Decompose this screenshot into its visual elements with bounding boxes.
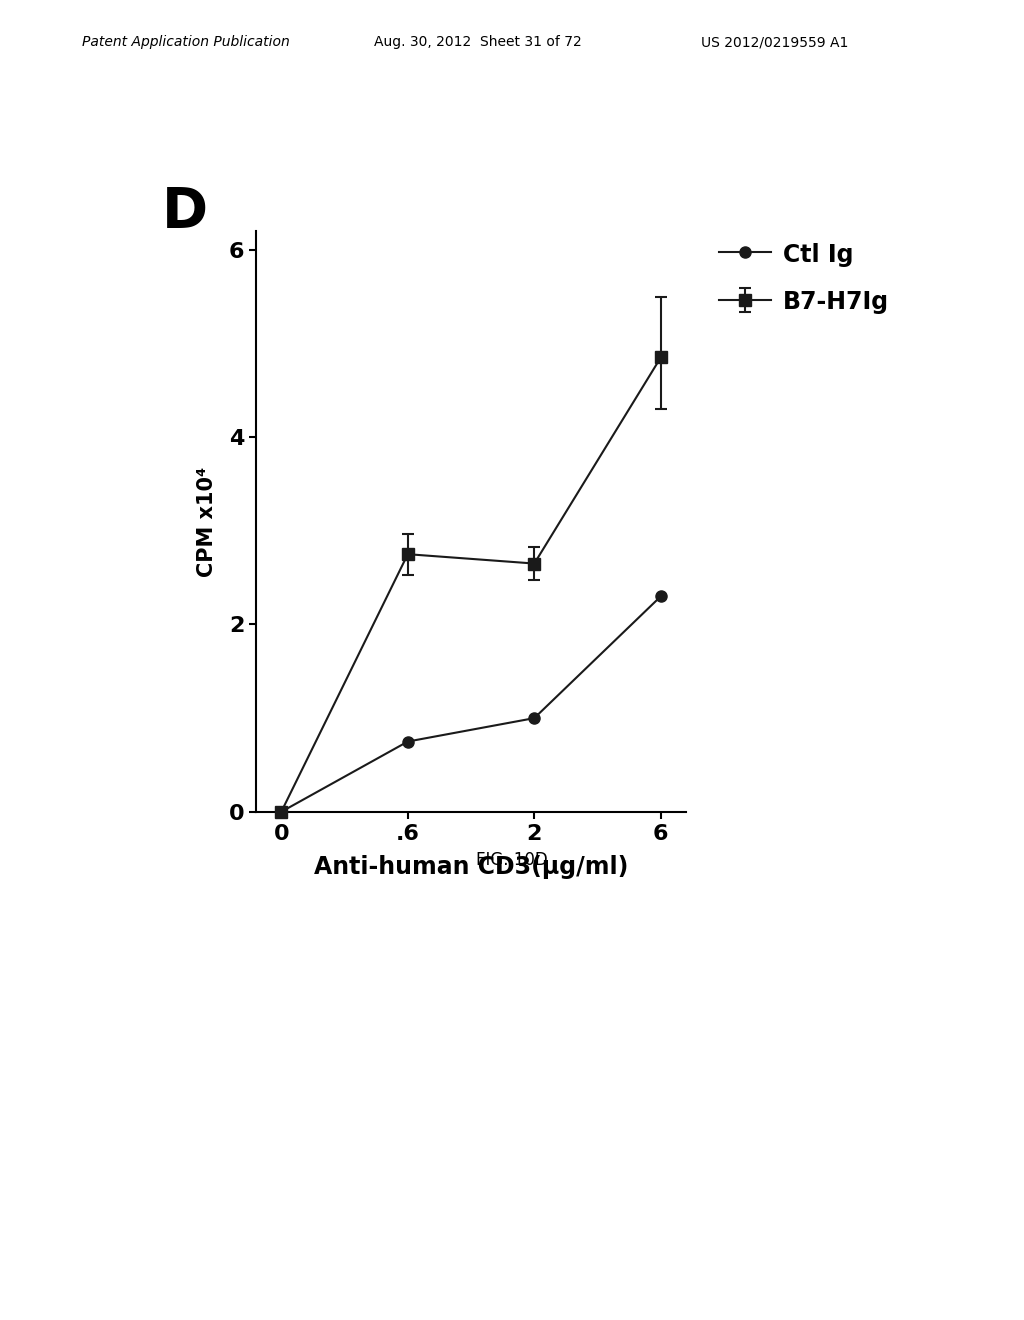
Line: Ctl Ig: Ctl Ig xyxy=(275,591,667,817)
Text: Patent Application Publication: Patent Application Publication xyxy=(82,36,290,49)
Text: Aug. 30, 2012  Sheet 31 of 72: Aug. 30, 2012 Sheet 31 of 72 xyxy=(374,36,582,49)
Ctl Ig xyxy=(275,804,288,820)
Text: US 2012/0219559 A1: US 2012/0219559 A1 xyxy=(701,36,849,49)
Legend: Ctl Ig, B7-H7Ig: Ctl Ig, B7-H7Ig xyxy=(720,243,889,314)
Ctl Ig xyxy=(528,710,541,726)
Text: D: D xyxy=(162,185,208,239)
Text: FIG. 10D: FIG. 10D xyxy=(476,850,548,869)
Ctl Ig xyxy=(654,589,667,605)
X-axis label: Anti-human CD3(μg/ml): Anti-human CD3(μg/ml) xyxy=(313,855,629,879)
Y-axis label: CPM x10⁴: CPM x10⁴ xyxy=(198,466,217,577)
Ctl Ig xyxy=(401,734,414,750)
